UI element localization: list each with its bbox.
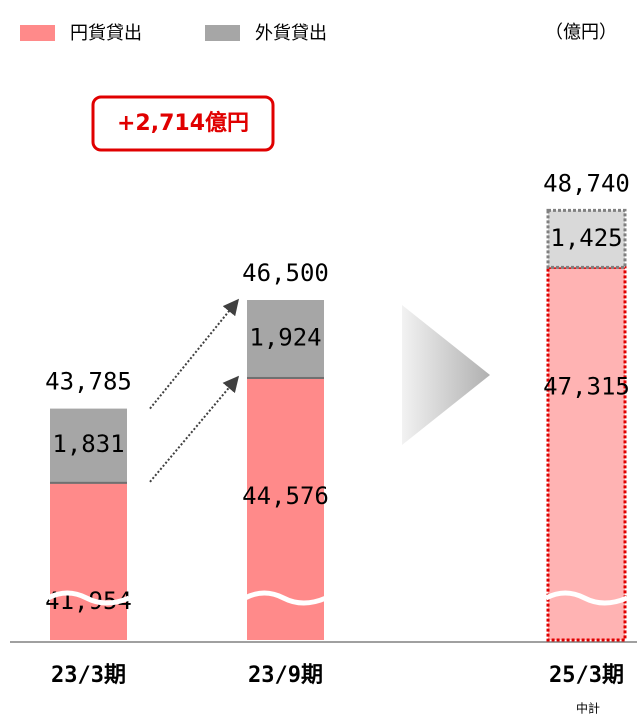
bar-segment: [247, 300, 324, 377]
bar-segment: [247, 376, 324, 640]
legend-swatch: [205, 25, 240, 41]
annotation: +2,714億円: [117, 110, 249, 136]
axis-break: [46, 590, 130, 606]
trend-arrow: [149, 298, 240, 410]
unit-label: （億円）: [545, 22, 617, 43]
annotation-box: [91, 95, 275, 152]
x-tick-label: 25/3期: [549, 663, 624, 688]
bar-segment: [546, 265, 627, 642]
x-sublabel: 中計: [576, 701, 600, 716]
total-label: 46,500: [242, 259, 329, 287]
bar-segment: [546, 208, 627, 269]
x-tick-label: 23/9期: [248, 663, 323, 688]
segment-label: 1,831: [52, 430, 124, 458]
segment-label: 1,425: [550, 224, 622, 252]
legend-label: 外貨貸出: [255, 23, 327, 44]
progress-arrow: [402, 305, 490, 445]
axis-break: [544, 590, 628, 606]
trend-arrow: [149, 375, 240, 483]
total-label: 48,740: [543, 169, 630, 197]
legend-swatch: [20, 25, 55, 41]
total-label: 43,785: [45, 368, 132, 396]
x-tick-label: 23/3期: [51, 663, 126, 688]
axis-break: [243, 590, 327, 606]
legend-label: 円貨貸出: [70, 23, 142, 44]
bar-segment: [50, 408, 127, 482]
segment-label: 44,576: [242, 482, 329, 510]
segment-label: 1,924: [249, 323, 321, 351]
segment-label: 47,315: [543, 372, 630, 400]
bar-segment: [50, 481, 127, 640]
